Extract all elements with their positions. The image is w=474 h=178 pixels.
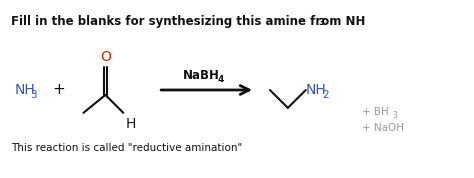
- Text: NH: NH: [306, 83, 327, 97]
- Text: Fill in the blanks for synthesizing this amine from NH: Fill in the blanks for synthesizing this…: [11, 15, 365, 28]
- Text: 3: 3: [319, 18, 325, 27]
- Text: O: O: [100, 50, 111, 64]
- Text: + NaOH: + NaOH: [362, 123, 404, 133]
- Text: + BH: + BH: [362, 107, 388, 117]
- Text: H: H: [125, 117, 136, 131]
- Text: 3: 3: [31, 90, 37, 100]
- Text: 2: 2: [322, 90, 328, 100]
- Text: 3: 3: [392, 111, 397, 120]
- Text: 4: 4: [218, 75, 224, 84]
- Text: NH: NH: [15, 83, 36, 97]
- Text: +: +: [53, 82, 65, 98]
- Text: NaBH: NaBH: [183, 69, 220, 82]
- Text: This reaction is called "reductive amination": This reaction is called "reductive amina…: [11, 143, 242, 153]
